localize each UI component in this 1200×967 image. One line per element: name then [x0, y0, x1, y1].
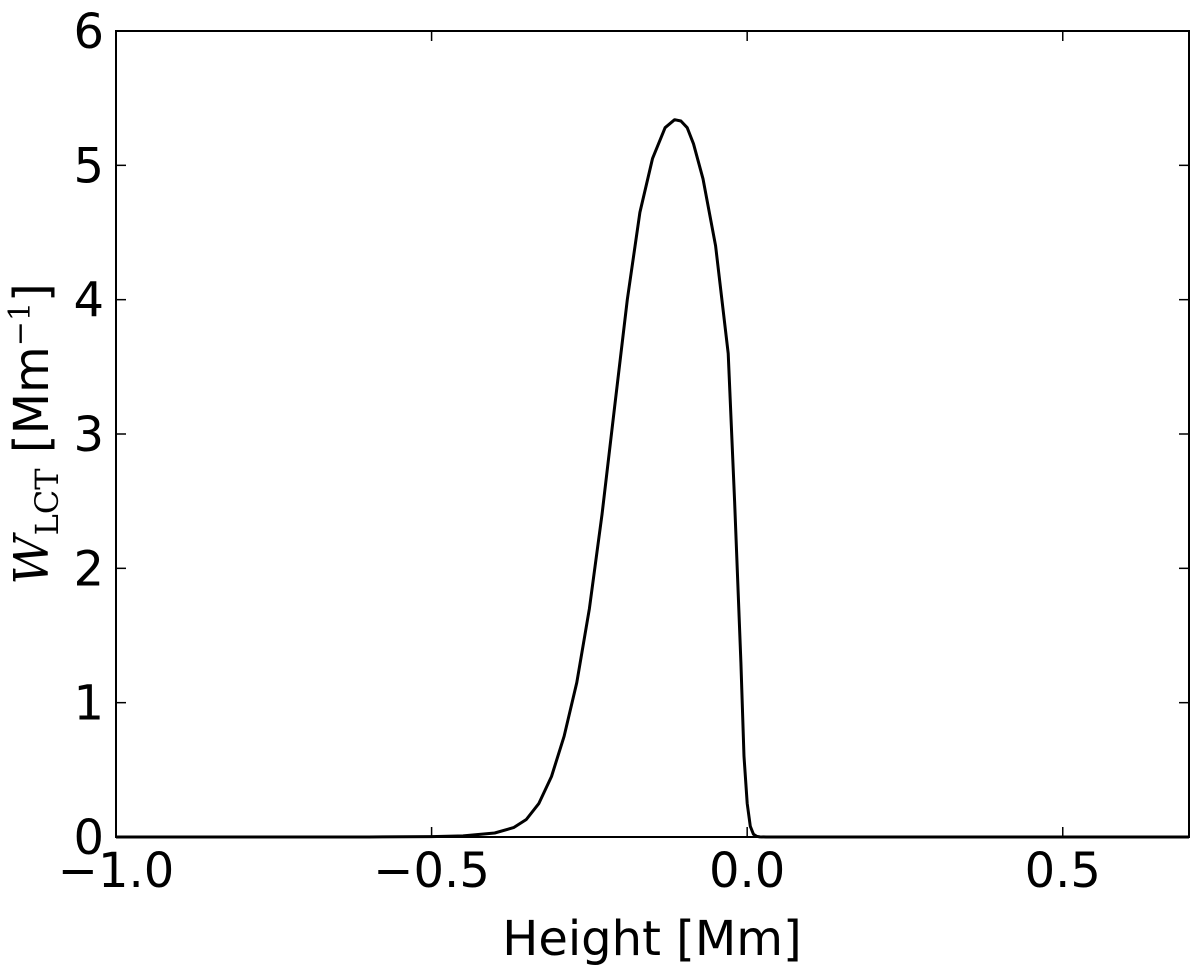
- axis-tick-labels: −1.0 −0.5 0.0 0.5 0 1 2 3 4 5 6: [58, 4, 1101, 899]
- y-tick-label: 2: [73, 541, 104, 597]
- y-tick-label: 3: [73, 407, 104, 463]
- y-tick-label: 6: [73, 4, 104, 60]
- y-tick-label: 4: [73, 273, 104, 329]
- x-axis-label: Height [Mm]: [502, 911, 802, 967]
- y-tick-label: 5: [73, 138, 104, 194]
- y-tick-label: 1: [73, 676, 104, 732]
- x-tick-label: 0.0: [709, 843, 785, 899]
- y-tick-label: 0: [73, 810, 104, 866]
- plot-area: [116, 31, 1189, 837]
- y-axis-label: WLCT [Mm−1]: [3, 283, 66, 585]
- series-line: [116, 118, 1189, 839]
- x-tick-label: −1.0: [58, 843, 175, 899]
- x-tick-label: −0.5: [373, 843, 490, 899]
- plot-frame: [115, 30, 1190, 838]
- x-tick-label: 0.5: [1025, 843, 1101, 899]
